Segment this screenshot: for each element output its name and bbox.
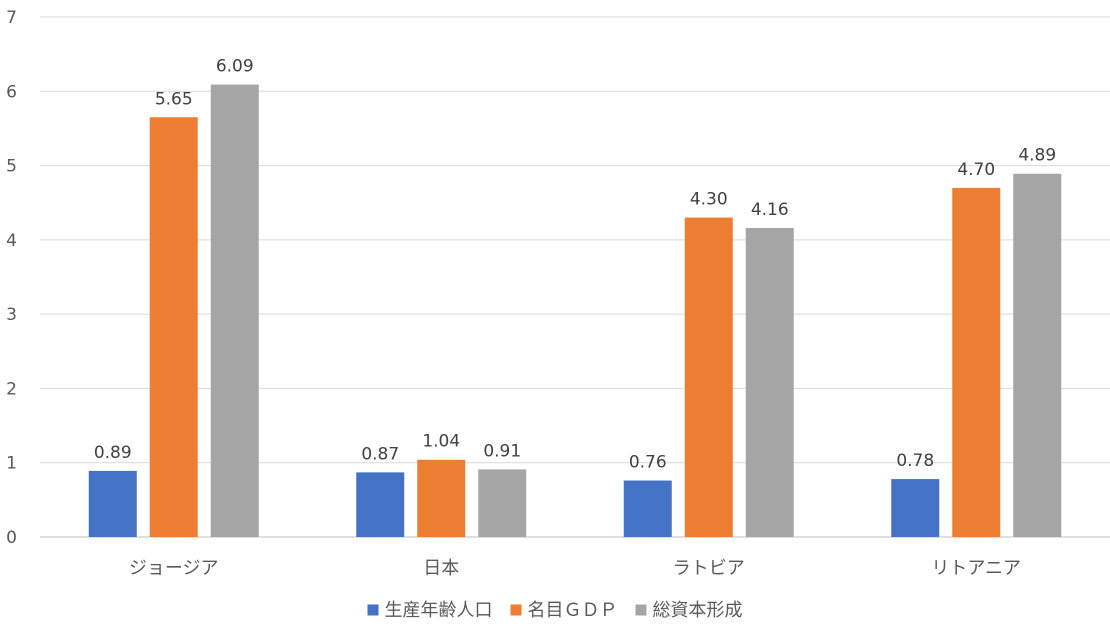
y-axis-ticks: 0 1 2 3 4 5 6 7 [6, 8, 17, 548]
bar [623, 480, 672, 537]
bar [952, 187, 1001, 537]
data-label: 6.09 [216, 57, 254, 77]
bar [1013, 173, 1062, 537]
y-tick-label: 7 [6, 8, 17, 28]
bar [684, 217, 733, 538]
y-tick-label: 6 [6, 82, 17, 102]
data-label: 0.87 [361, 444, 399, 464]
gridlines [40, 16, 1110, 538]
bar [745, 227, 794, 537]
bar [356, 472, 405, 537]
data-label: 4.70 [957, 160, 995, 180]
data-label: 4.16 [751, 200, 789, 220]
data-label: 5.65 [155, 89, 193, 109]
legend-label: 名目ＧＤＰ [528, 600, 618, 621]
data-label: 1.04 [422, 432, 460, 452]
legend-swatch [367, 604, 379, 616]
data-label: 0.76 [629, 453, 667, 473]
y-tick-label: 1 [6, 454, 17, 474]
legend-swatch [510, 604, 522, 616]
bar [149, 117, 198, 538]
bar [478, 469, 527, 537]
bars [88, 84, 1062, 538]
category-label: リトアニア [931, 558, 1021, 579]
data-label: 0.91 [483, 441, 521, 461]
y-tick-label: 4 [6, 231, 17, 251]
category-label: ラトビア [673, 558, 745, 579]
legend-label: 生産年齢人口 [385, 600, 493, 621]
data-label: 4.89 [1018, 146, 1056, 166]
y-tick-label: 3 [6, 305, 17, 325]
bar [891, 479, 940, 537]
bar [417, 459, 466, 537]
data-label: 0.78 [896, 451, 934, 471]
data-label: 0.89 [94, 443, 132, 463]
y-tick-label: 5 [6, 157, 17, 177]
legend: 生産年齢人口 名目ＧＤＰ 総資本形成 [367, 600, 743, 621]
y-tick-label: 0 [6, 528, 17, 548]
category-label: 日本 [423, 558, 459, 579]
category-label: ジョージア [129, 558, 219, 579]
x-axis-categories: ジョージア 日本 ラトビア リトアニア [129, 558, 1021, 579]
data-label: 4.30 [690, 190, 728, 210]
legend-swatch [635, 604, 647, 616]
bar [88, 470, 137, 537]
legend-label: 総資本形成 [653, 600, 743, 621]
y-tick-label: 2 [6, 379, 17, 399]
data-labels: 0.89 5.65 6.09 0.87 1.04 0.91 0.76 4.30 4.16 0.78… [94, 57, 1056, 473]
bar [210, 84, 259, 537]
